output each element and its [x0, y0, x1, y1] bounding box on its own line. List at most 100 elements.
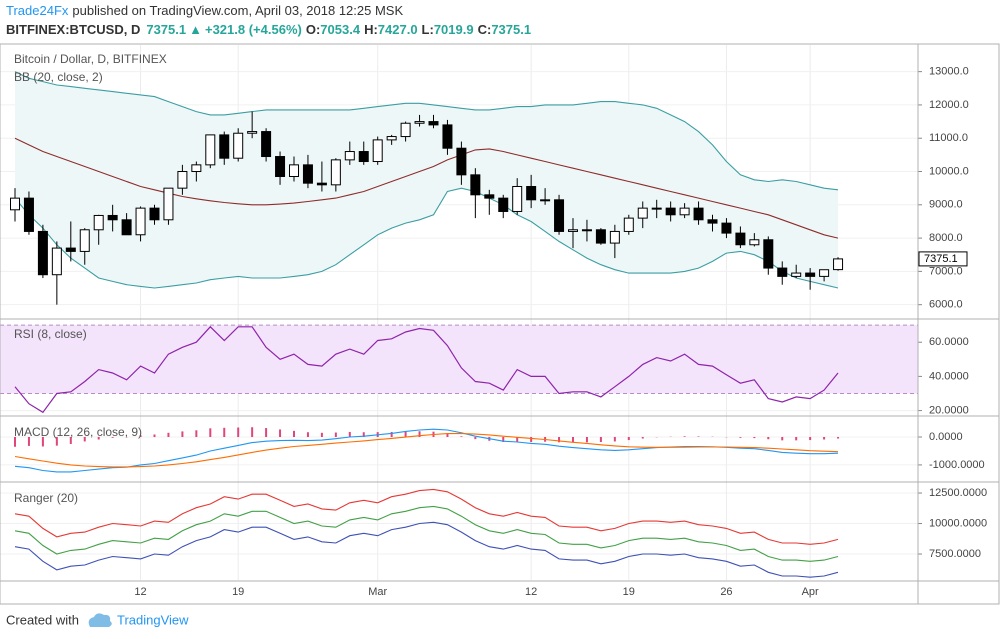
ohlc-value: 7375.1	[491, 22, 531, 37]
candle-body	[833, 258, 844, 271]
candle-body	[386, 136, 397, 141]
ohlc-label: H:	[364, 22, 378, 37]
candle-body	[609, 230, 620, 244]
candle-body	[289, 164, 299, 178]
ohlc-label: C:	[478, 22, 492, 37]
histogram-bar	[97, 436, 100, 440]
candle-body	[512, 185, 523, 212]
histogram-bar	[404, 431, 407, 437]
candle-body	[470, 174, 481, 196]
histogram-bar	[279, 429, 282, 437]
candle-body	[135, 207, 146, 236]
candle-body	[749, 239, 760, 246]
candle-body	[358, 151, 369, 163]
candle-body	[275, 156, 286, 178]
histogram-bar	[641, 436, 644, 439]
histogram-bar	[697, 436, 700, 437]
histogram-bar	[767, 436, 770, 440]
bb-lower	[14, 187, 839, 289]
candle-body	[651, 207, 662, 210]
histogram-bar	[348, 431, 351, 437]
pane-title: Bitcoin / Dollar, D, BITFINEX	[14, 52, 167, 66]
histogram-bar	[153, 434, 156, 437]
histogram-bar	[69, 436, 72, 444]
histogram-bar	[139, 435, 142, 437]
histogram-bar	[209, 428, 212, 437]
publisher[interactable]: Trade24Fx	[6, 3, 69, 18]
histogram-bar	[293, 430, 295, 437]
histogram-bar	[251, 427, 254, 437]
y-tick-label: 7000.0	[929, 265, 963, 277]
x-tick-label: 12	[525, 586, 537, 598]
candle-body	[693, 207, 704, 221]
candle-body	[163, 187, 174, 221]
macd-line	[14, 432, 839, 468]
ohlc-value: 7427.0	[378, 22, 418, 37]
y-tick-label: 9000.0	[929, 199, 963, 211]
plot-area: 12 19 Mar 12 19 26 Apr 6000.0 7000.0 8000.0 9000.0…	[0, 45, 987, 598]
y-tick-label: 8000.0	[929, 232, 963, 244]
series-line	[14, 488, 839, 545]
candle-body	[65, 247, 76, 252]
ohlc-label: O:	[306, 22, 320, 37]
x-tick-label: 26	[720, 586, 732, 598]
x-tick-label: 12	[134, 586, 146, 598]
candle-body	[819, 269, 830, 277]
candle-body	[484, 194, 495, 199]
candle-body	[554, 199, 565, 232]
histogram-bar	[181, 431, 184, 437]
y-tick-label: 10000.0000	[929, 517, 987, 529]
x-tick-label: Apr	[802, 586, 819, 598]
histogram-bar	[167, 432, 170, 437]
histogram-bar	[739, 436, 742, 438]
series-line	[14, 521, 839, 578]
candle-body	[205, 134, 216, 166]
histogram-bar	[237, 427, 240, 437]
y-tick-label: 40.0000	[929, 370, 969, 382]
candle-body	[330, 159, 341, 186]
candle-body	[219, 134, 230, 159]
series-line	[14, 505, 839, 562]
candle-body	[191, 164, 202, 173]
x-tick-label: Mar	[368, 586, 387, 598]
price: 7375.1	[146, 22, 186, 37]
candle-body	[149, 207, 160, 221]
histogram-bar	[55, 436, 58, 446]
candle-body	[637, 207, 648, 219]
histogram-bar	[474, 436, 477, 440]
tradingview-logo	[88, 613, 112, 627]
symbol-line: BITFINEX:BTCUSD, D 7375.1 ▲ +321.8 (+4.56%)…	[6, 22, 531, 37]
candle-body	[177, 171, 188, 189]
footer-brand[interactable]: TradingView	[117, 612, 189, 627]
candle-body	[107, 214, 118, 221]
candle-body	[372, 139, 383, 163]
histogram-bar	[223, 427, 226, 437]
histogram-bar	[195, 430, 198, 437]
histogram-bar	[306, 432, 309, 437]
histogram-bar	[809, 436, 812, 441]
candle-body	[23, 197, 34, 232]
y-tick-label: 0.0000	[929, 431, 963, 443]
bb-basis	[14, 137, 839, 239]
histogram-bar	[683, 436, 686, 437]
candle-body	[707, 219, 718, 224]
candle-body	[37, 230, 48, 276]
line	[14, 325, 839, 414]
candle-body	[79, 229, 90, 252]
candle-body	[400, 122, 411, 138]
pane-title: Ranger (20)	[14, 491, 78, 505]
candle-body	[428, 121, 439, 126]
candle-body	[623, 217, 634, 232]
candle-body	[344, 151, 355, 161]
candle-body	[51, 247, 62, 276]
histogram-bar	[516, 436, 519, 442]
change: +321.8 (+4.56%)	[205, 22, 302, 37]
x-tick-label: 19	[623, 586, 635, 598]
histogram-bar	[41, 436, 44, 447]
histogram-bar	[837, 436, 840, 439]
ohlc-label: L:	[422, 22, 434, 37]
band-fill	[0, 325, 918, 394]
candle-body	[791, 272, 802, 277]
histogram-bar	[446, 433, 449, 437]
